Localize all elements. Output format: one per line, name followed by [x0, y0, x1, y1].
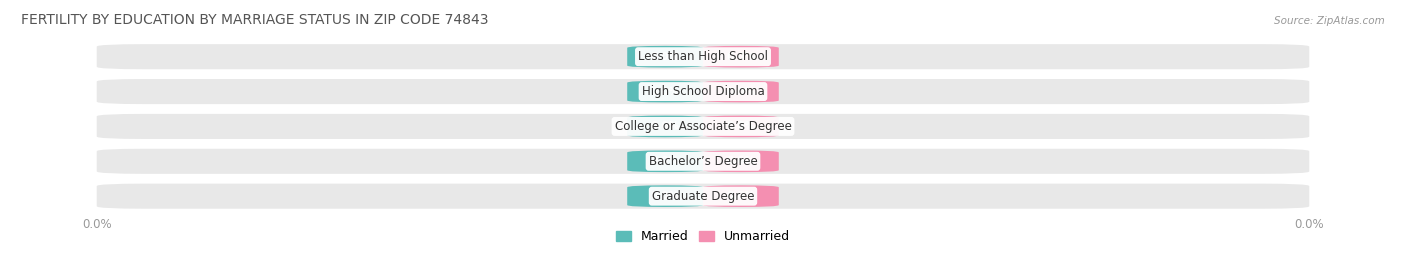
- Text: Less than High School: Less than High School: [638, 50, 768, 63]
- Text: 0.0%: 0.0%: [82, 218, 111, 231]
- Text: 0.0%: 0.0%: [727, 191, 755, 201]
- FancyBboxPatch shape: [97, 114, 1309, 139]
- Text: 0.0%: 0.0%: [651, 191, 679, 201]
- Text: 0.0%: 0.0%: [727, 156, 755, 166]
- Text: 0.0%: 0.0%: [651, 52, 679, 62]
- Text: FERTILITY BY EDUCATION BY MARRIAGE STATUS IN ZIP CODE 74843: FERTILITY BY EDUCATION BY MARRIAGE STATU…: [21, 13, 488, 27]
- FancyBboxPatch shape: [627, 150, 703, 172]
- FancyBboxPatch shape: [703, 46, 779, 68]
- FancyBboxPatch shape: [703, 81, 779, 102]
- FancyBboxPatch shape: [627, 46, 703, 68]
- Text: 0.0%: 0.0%: [651, 121, 679, 132]
- Text: Bachelor’s Degree: Bachelor’s Degree: [648, 155, 758, 168]
- Text: Graduate Degree: Graduate Degree: [652, 190, 754, 203]
- FancyBboxPatch shape: [627, 81, 703, 102]
- Text: 0.0%: 0.0%: [727, 52, 755, 62]
- FancyBboxPatch shape: [703, 150, 779, 172]
- FancyBboxPatch shape: [97, 149, 1309, 174]
- Legend: Married, Unmarried: Married, Unmarried: [612, 225, 794, 248]
- Text: 0.0%: 0.0%: [727, 121, 755, 132]
- Text: College or Associate’s Degree: College or Associate’s Degree: [614, 120, 792, 133]
- Text: 0.0%: 0.0%: [651, 87, 679, 97]
- FancyBboxPatch shape: [627, 116, 703, 137]
- Text: 0.0%: 0.0%: [1295, 218, 1324, 231]
- FancyBboxPatch shape: [627, 185, 703, 207]
- FancyBboxPatch shape: [97, 184, 1309, 209]
- FancyBboxPatch shape: [703, 185, 779, 207]
- Text: 0.0%: 0.0%: [727, 87, 755, 97]
- FancyBboxPatch shape: [97, 44, 1309, 69]
- Text: 0.0%: 0.0%: [651, 156, 679, 166]
- FancyBboxPatch shape: [703, 116, 779, 137]
- Text: Source: ZipAtlas.com: Source: ZipAtlas.com: [1274, 16, 1385, 26]
- FancyBboxPatch shape: [97, 79, 1309, 104]
- Text: High School Diploma: High School Diploma: [641, 85, 765, 98]
